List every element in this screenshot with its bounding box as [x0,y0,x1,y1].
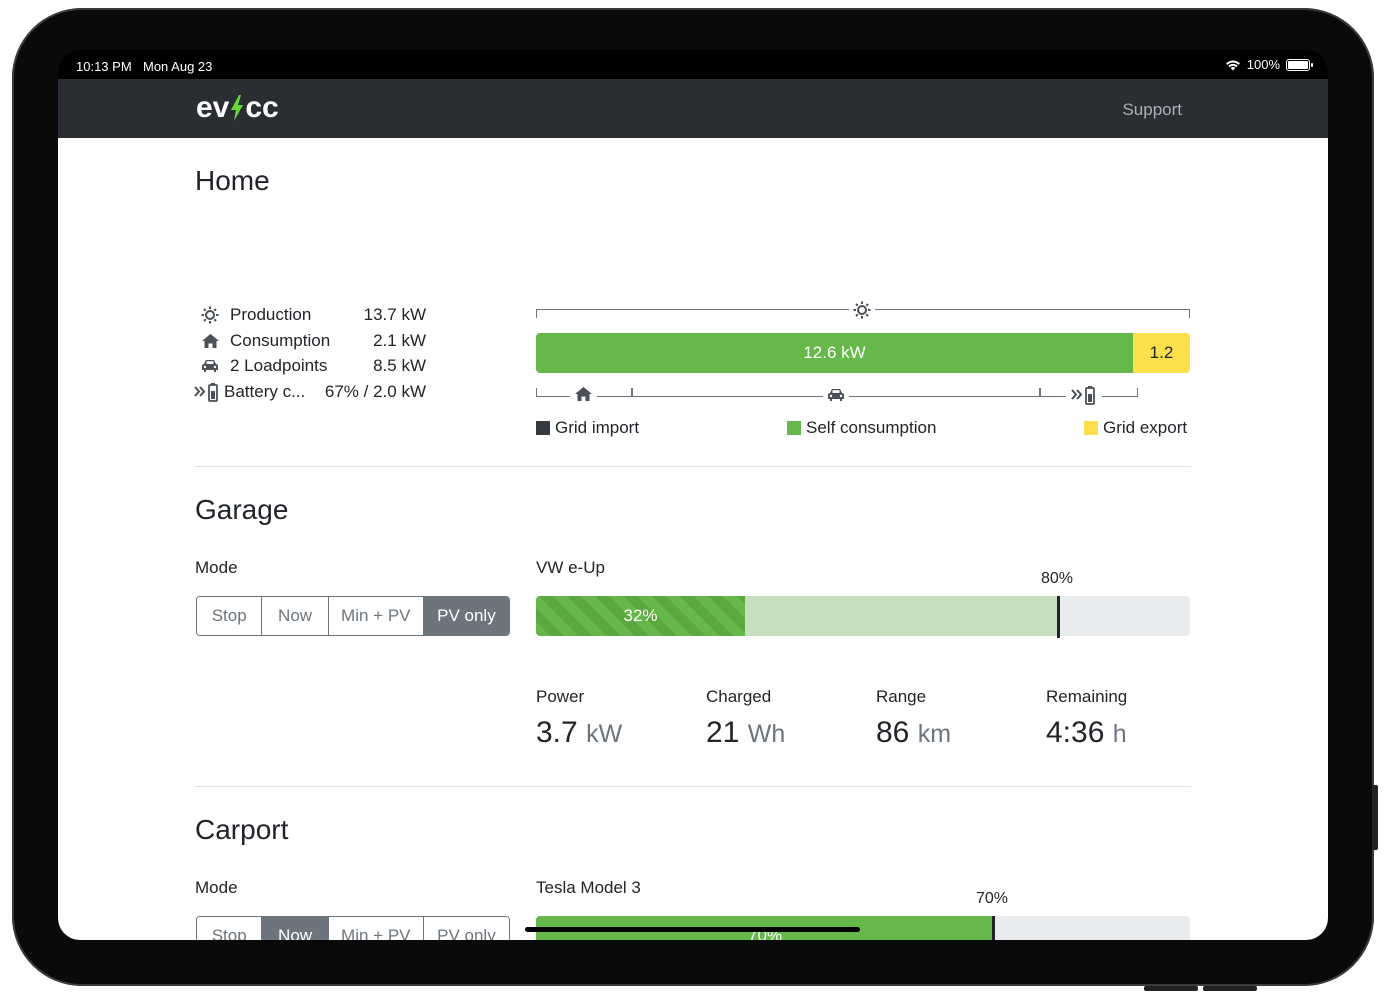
summary-value: 67% / 2.0 kW [324,382,426,401]
mode-stop-button[interactable]: Stop [197,917,262,940]
battery-percent: 100% [1246,57,1280,72]
status-right: 100% [1225,57,1313,72]
stat-number: 86 [876,716,910,749]
home-title: Home [195,165,270,196]
screen: 10:13 PM Mon Aug 23 100% ev cc Support H… [58,50,1328,940]
battery-status-icon [1286,58,1313,71]
battery-charge-icon [194,382,220,402]
mode-minpv-button[interactable]: Min + PV [327,597,423,635]
summary-loadpoints: 2 Loadpoints 8.5 kW [200,354,426,378]
navbar: ev cc Support [58,79,1328,138]
energy-flow-bar: 12.6 kW 1.2 [536,333,1190,373]
carport-title: Carport [195,814,289,845]
stat-remaining-label: Remaining [1046,687,1128,706]
soc-segment: 32% [536,596,745,636]
target-range-segment [745,596,1059,636]
vehicle-name: Tesla Model 3 [536,878,641,897]
mode-stop-button[interactable]: Stop [197,597,262,635]
logo-text-right: cc [245,91,279,124]
status-time: 10:13 PM [76,59,132,74]
car-icon [200,356,220,376]
legend-swatch [536,421,550,435]
mode-minpv-button[interactable]: Min + PV [327,917,423,940]
vehicle-soc-bar: 32% [536,596,1190,636]
summary-label: Battery c... [224,382,306,401]
stat-power-value: 3.7 kW [536,716,622,750]
mode-pvonly-button[interactable]: PV only [422,597,509,635]
target-soc-marker[interactable] [992,916,995,940]
legend-label: Grid import [555,418,640,437]
stat-unit: Wh [747,720,786,748]
sun-icon [200,305,220,325]
mode-label: Mode [195,878,238,897]
target-soc-label: 80% [1041,570,1074,587]
home-icon [200,331,220,351]
stat-range-value: 86 km [876,716,951,750]
volume-button [1144,986,1198,991]
sun-icon [849,301,875,319]
summary-value: 2.1 kW [373,331,426,350]
divider [195,786,1191,787]
legend-grid-import: Grid import [536,418,639,438]
legend-label: Grid export [1103,418,1188,437]
mode-label: Mode [195,558,238,577]
target-soc-marker[interactable] [1057,596,1060,638]
stat-unit: km [917,720,952,748]
evcc-logo[interactable]: ev cc [196,91,279,125]
target-soc-label: 70% [976,890,1009,907]
self-consumption-segment: 12.6 kW [536,333,1133,373]
stat-power-label: Power [536,687,585,706]
mode-now-button[interactable]: Now [261,917,328,940]
grid-export-segment: 1.2 [1133,333,1190,373]
stat-remaining-value: 4:36 h [1046,716,1127,750]
battery-charge-icon [1066,385,1102,405]
garage-mode-selector: Stop Now Min + PV PV only [196,596,510,636]
volume-button [1203,986,1257,991]
summary-value: 13.7 kW [363,305,426,324]
support-link[interactable]: Support [1122,100,1182,119]
bolt-icon [231,95,244,121]
summary-label: Consumption [230,331,331,350]
main-content: Home Production 13.7 kW Consumption 2.1 … [58,138,1328,940]
stat-unit: kW [586,720,623,748]
vehicle-name: VW e-Up [536,558,605,577]
stat-unit: h [1112,720,1127,748]
home-indicator[interactable] [525,927,860,932]
stat-charged-label: Charged [706,687,772,706]
summary-label: 2 Loadpoints [230,356,328,375]
status-date: Mon Aug 23 [143,59,213,74]
home-icon [570,386,597,402]
summary-consumption: Consumption 2.1 kW [200,329,426,353]
legend-swatch [1084,421,1098,435]
car-icon [823,388,849,402]
logo-text-left: ev [196,91,230,124]
garage-title: Garage [195,494,289,525]
summary-battery: Battery c... 67% / 2.0 kW [194,380,426,404]
stat-number: 4:36 [1046,716,1105,749]
stat-number: 3.7 [536,716,578,749]
summary-value: 8.5 kW [373,356,426,375]
legend-self-consumption: Self consumption [787,418,936,438]
carport-mode-selector: Stop Now Min + PV PV only [196,916,510,940]
stat-number: 21 [706,716,740,749]
status-bar: 10:13 PM Mon Aug 23 100% [58,50,1328,79]
wifi-icon [1225,60,1240,70]
legend-grid-export: Grid export [1084,418,1187,438]
side-button [1372,785,1378,850]
mode-now-button[interactable]: Now [261,597,328,635]
mode-pvonly-button[interactable]: PV only [422,917,509,940]
stat-range-label: Range [876,687,927,706]
stat-charged-value: 21 Wh [706,716,785,750]
divider [195,466,1191,467]
legend-swatch [787,421,801,435]
legend-label: Self consumption [806,418,937,437]
summary-label: Production [230,305,312,324]
summary-production: Production 13.7 kW [200,303,426,327]
